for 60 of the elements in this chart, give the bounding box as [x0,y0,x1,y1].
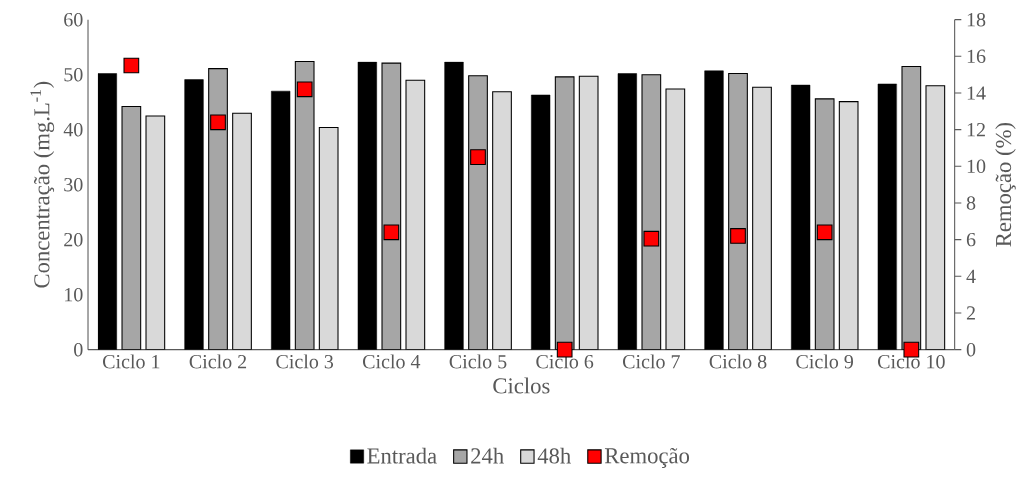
point [470,149,486,166]
y-axis-title: Concentração (mg.L$^{-1}$) [30,81,55,288]
y-tick-label: 30 [64,177,83,192]
y2-tick-label: 14 [967,86,986,100]
point [296,81,313,98]
y-tick-label: 40 [63,122,83,137]
bar [814,98,835,350]
x-tick-label: Ciclo 6 [536,354,594,369]
x-tick-label: Ciclo 7 [622,354,680,369]
point [383,224,400,241]
y2-tick-label: 2 [966,306,975,320]
bar [578,75,599,350]
bar [145,115,166,350]
bar [468,75,488,350]
bar [925,85,946,350]
x-tick-label: Ciclo 5 [449,354,507,369]
point [643,230,660,247]
x-tick-label: Ciclo 2 [189,354,247,369]
x-tick-label: Ciclo 1 [103,354,160,369]
y2-tick-label: 0 [966,342,976,357]
bar [381,62,402,350]
y2-axis-title: Remoção (%) [995,123,1016,247]
point [816,224,833,241]
y2-tick-label: 12 [967,123,985,137]
bar [208,68,228,350]
y2-tick-label: 10 [967,159,986,174]
x-tick-label: Ciclo 4 [362,354,421,369]
legend-label: Entrada [367,447,437,464]
legend-label: Remoção [604,447,690,468]
bar [405,79,426,350]
point [210,114,226,131]
bar [294,60,315,350]
y2-tick-label: 8 [966,196,976,210]
y2-tick-label: 16 [967,49,986,64]
y-tick-label: 10 [65,287,83,302]
y-tick-label: 0 [74,342,83,357]
x-tick-label: Ciclo 9 [796,354,853,369]
y-tick-label: 60 [64,12,83,27]
bar [492,91,512,350]
y-tick-label: 50 [64,67,83,82]
bar [838,101,859,350]
y-tick-label: 20 [64,232,83,247]
bar [121,106,142,350]
bar [232,112,252,350]
x-axis-title: Ciclos [493,377,550,394]
legend-label: 24h [471,447,504,464]
bar [318,126,339,350]
y2-tick-label: 18 [967,12,986,27]
bar [728,73,748,350]
point [730,228,746,244]
y2-tick-label: 4 [966,269,976,283]
bar [752,86,772,350]
bar [665,88,686,350]
x-tick-label: Ciclo 3 [276,354,334,369]
legend-label: 48h [537,447,571,464]
x-tick-label: Ciclo 8 [709,354,767,369]
bar [641,74,662,350]
point [123,57,140,74]
y2-tick-label: 6 [966,232,976,247]
x-tick-label: Ciclo 10 [877,354,945,369]
